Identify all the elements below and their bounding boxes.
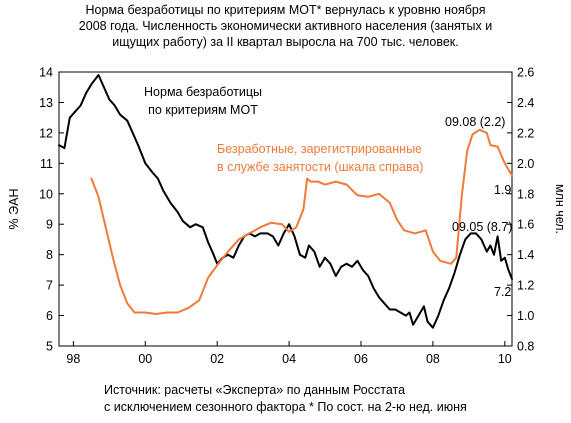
black-series-label-line-1: Норма безработицы xyxy=(144,85,262,99)
y-tick-label: 5 xyxy=(46,340,53,354)
annotation-black-peak: 09.05 (8.7) xyxy=(452,220,512,234)
chart-title: Норма безработицы по критериям МОТ* верн… xyxy=(0,2,571,50)
orange-series-label-line-2: в службе занятости (шкала справа) xyxy=(217,160,423,174)
title-line-2: 2008 года. Численность экономически акти… xyxy=(78,19,493,33)
y2-tick-label: 1.2 xyxy=(517,279,534,293)
y-tick-label: 11 xyxy=(40,157,53,171)
y-tick-label: 12 xyxy=(39,126,53,140)
y-tick-label: 10 xyxy=(39,187,53,201)
black-series-label-line-2: по критериям МОТ xyxy=(148,103,258,117)
unemployment-chart: 5 6 7 8 9 10 11 12 13 14 0.8 1.0 1.2 1.4 1.6 1.8 2.0 2.2… xyxy=(7,66,567,367)
source-line-1: Источник: расчеты «Эксперта» по данным Р… xyxy=(104,383,406,397)
y2-tick-label: 2.6 xyxy=(517,66,534,80)
y-tick-label: 7 xyxy=(46,279,53,293)
y-axis-label: % ЭАН xyxy=(7,189,21,230)
annotation-black-last: 7.2 xyxy=(494,285,511,299)
title-line-1: Норма безработицы по критериям МОТ* верн… xyxy=(85,3,486,17)
annotation-orange-last: 1.9 xyxy=(494,183,511,197)
x-tick-label: 10 xyxy=(498,352,512,366)
y2-tick-label: 1.8 xyxy=(517,187,534,201)
plot-frame xyxy=(58,71,513,347)
source-line-2: с исключением сезонного фактора * По сос… xyxy=(104,400,467,414)
x-tick-label: 02 xyxy=(210,352,224,366)
y-tick-label: 8 xyxy=(46,248,53,262)
x-tick-label: 98 xyxy=(66,352,80,366)
source-note: Источник: расчеты «Эксперта» по данным Р… xyxy=(104,382,467,416)
annotation-orange-peak: 09.08 (2.2) xyxy=(445,115,505,129)
y-tick-label: 14 xyxy=(39,66,53,80)
y2-tick-label: 0.8 xyxy=(517,340,534,354)
y2-tick-label: 2.2 xyxy=(517,126,534,140)
y-tick-label: 6 xyxy=(46,309,53,323)
x-tick-label: 00 xyxy=(138,352,152,366)
y-tick-label: 13 xyxy=(39,96,53,110)
series-line-registered-unemployed xyxy=(90,128,513,315)
y-tick-label: 9 xyxy=(46,218,53,232)
series-line-ilo-unemployment-rate xyxy=(58,74,513,329)
title-line-3: ищущих работу) за II квартал выросла на … xyxy=(112,35,459,49)
x-tick-label: 08 xyxy=(426,352,440,366)
x-tick-label: 04 xyxy=(282,352,296,366)
x-tick-label: 06 xyxy=(354,352,368,366)
y2-axis-label: млн чел. xyxy=(553,184,567,234)
y2-tick-label: 1.4 xyxy=(517,248,534,262)
y2-tick-label: 2.0 xyxy=(517,157,534,171)
y2-tick-label: 1.0 xyxy=(517,309,534,323)
y2-tick-label: 2.4 xyxy=(517,96,534,110)
orange-series-label-line-1: Безработные, зарегистрированные xyxy=(217,142,422,156)
y2-tick-label: 1.6 xyxy=(517,218,534,232)
